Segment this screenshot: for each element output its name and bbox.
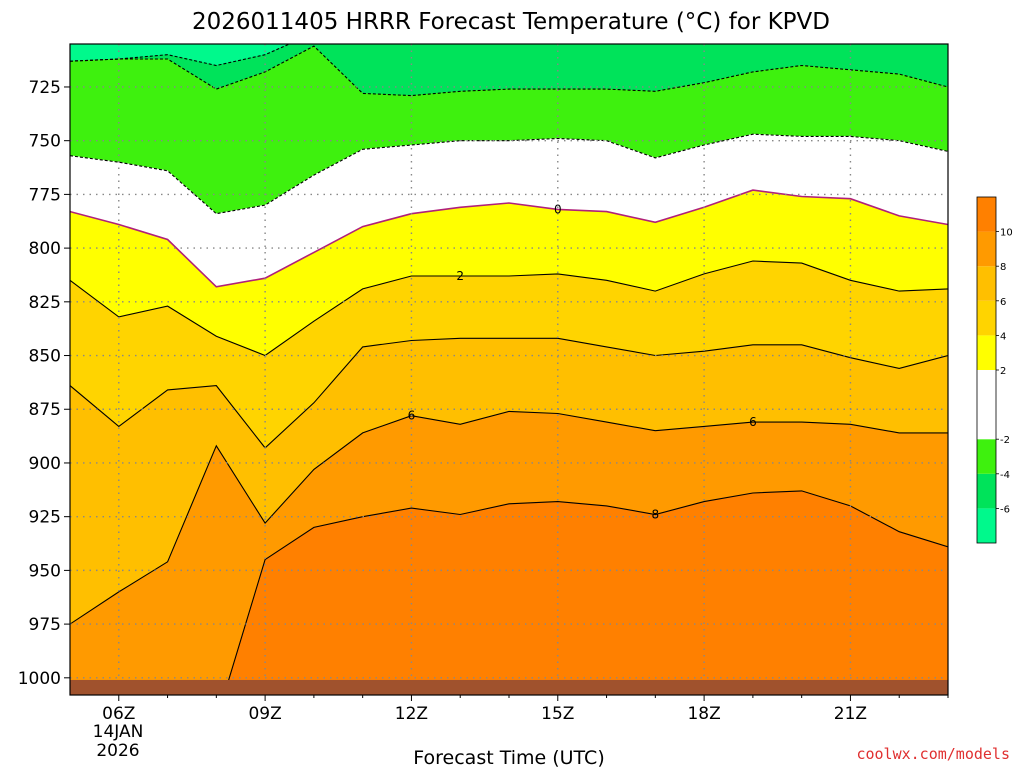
colorbar-legend: -6 -4 -2 2 4 6 8 10 xyxy=(976,196,1013,544)
isotherm-line xyxy=(70,44,291,67)
y-tick-label: 775 xyxy=(29,185,61,205)
x-tick-label: 21Z xyxy=(834,704,867,724)
isotherm-line xyxy=(70,45,948,97)
isotherm-line xyxy=(70,260,948,357)
colorbar-swatch xyxy=(977,231,996,267)
x-tick-label: 18Z xyxy=(687,704,720,724)
x-tick-label: 15Z xyxy=(541,704,574,724)
colorbar-label: -4 xyxy=(1000,470,1010,481)
y-tick-label: 800 xyxy=(29,239,61,259)
y-tick-label: 900 xyxy=(29,454,61,474)
isotherm-line xyxy=(70,133,948,215)
colorbar-label: 10 xyxy=(1000,228,1013,239)
x-axis: 14JAN 2026 06Z 09Z 12Z 15Z 18Z 21Z xyxy=(93,695,949,761)
colorbar-label: 8 xyxy=(1000,262,1006,273)
chart-title: 2026011405 HRRR Forecast Temperature (°C… xyxy=(192,9,830,35)
contour-label: 8 xyxy=(651,508,659,522)
colorbar-swatch xyxy=(977,439,996,474)
x-tick-label: 12Z xyxy=(395,704,428,724)
grid-lines xyxy=(70,44,948,695)
contour-label: 2 xyxy=(456,269,464,283)
source-credit: coolwx.com/models xyxy=(856,745,1010,763)
colorbar-label: 4 xyxy=(1000,331,1006,342)
contour-labels: 6022668 xyxy=(408,202,757,522)
colorbar-swatch xyxy=(977,370,996,440)
y-tick-label: 750 xyxy=(29,132,61,152)
x-tick-label: 09Z xyxy=(248,704,281,724)
colorbar-swatch xyxy=(977,335,996,370)
x-date-label: 14JAN xyxy=(93,722,144,742)
isotherm-lines xyxy=(70,44,948,695)
y-tick-label: 825 xyxy=(29,293,61,313)
y-tick-label: 875 xyxy=(29,400,61,420)
colorbar-swatch xyxy=(977,508,996,543)
y-tick-label: 950 xyxy=(29,561,61,581)
temperature-band xyxy=(70,44,291,66)
colorbar-swatch xyxy=(977,266,996,301)
contour-label: 6 xyxy=(408,409,416,423)
colorbar-label: 2 xyxy=(1000,366,1006,377)
isotherm-line xyxy=(70,189,948,288)
contour-label: 6 xyxy=(749,415,757,429)
isotherm-line xyxy=(70,337,948,449)
y-tick-label: 925 xyxy=(29,508,61,528)
ground-surface xyxy=(70,679,948,695)
x-tick-label: 06Z xyxy=(102,704,135,724)
isotherm-line xyxy=(223,490,948,695)
colorbar-label: 6 xyxy=(1000,297,1006,308)
colorbar-label: -2 xyxy=(1000,435,1010,446)
contour-label: 0 xyxy=(554,202,562,216)
colorbar-swatch xyxy=(977,300,996,336)
isotherm-line xyxy=(70,410,948,625)
plot-area xyxy=(70,44,948,695)
y-tick-label: 1000 xyxy=(18,669,61,689)
temperature-bands xyxy=(70,44,948,695)
y-tick-label: 850 xyxy=(29,347,61,367)
colorbar-label: -6 xyxy=(1000,504,1010,515)
x-year-label: 2026 xyxy=(96,741,139,761)
ground-block xyxy=(70,679,948,695)
y-tick-label: 725 xyxy=(29,78,61,98)
colorbar-swatch xyxy=(977,197,996,232)
y-tick-label: 975 xyxy=(29,615,61,635)
colorbar-swatch xyxy=(977,473,996,509)
x-axis-label: Forecast Time (UTC) xyxy=(413,747,604,768)
y-axis: 725 750 775 800 825 850 875 900 925 950 975 1000 xyxy=(18,78,70,689)
